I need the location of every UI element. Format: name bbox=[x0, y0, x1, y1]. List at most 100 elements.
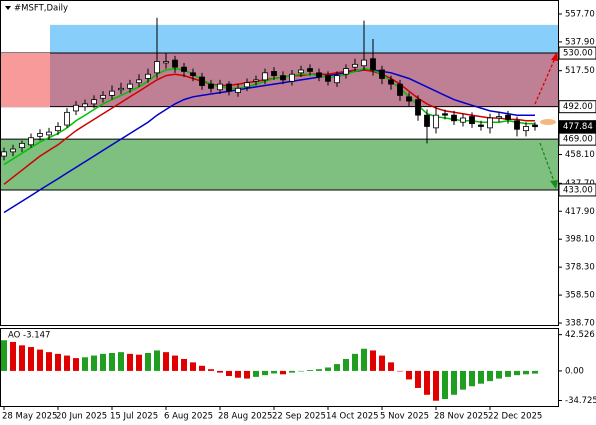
candle-body bbox=[487, 117, 493, 129]
indicator-bar bbox=[10, 341, 16, 371]
down-arrow-head bbox=[550, 180, 558, 189]
candle-body bbox=[532, 124, 538, 128]
candle-body bbox=[10, 148, 16, 153]
indicator-bar bbox=[163, 352, 169, 371]
indicator-bar bbox=[199, 365, 205, 371]
indicator-bar bbox=[190, 362, 196, 371]
indicator-bar bbox=[280, 370, 286, 375]
candle-body bbox=[91, 99, 97, 105]
candle-body bbox=[451, 114, 457, 122]
candle-body bbox=[523, 126, 529, 132]
candle-body bbox=[235, 87, 241, 93]
candle-body bbox=[307, 68, 313, 72]
y-tick-label: 378.30 bbox=[565, 263, 595, 273]
level-label: 433.00 bbox=[563, 185, 593, 195]
x-tick-label: 15 Jul 2025 bbox=[110, 412, 158, 422]
indicator-bar bbox=[505, 370, 511, 377]
plot bbox=[1, 17, 538, 214]
chart-title: #MSFT,Daily bbox=[14, 4, 68, 14]
candle-body bbox=[172, 59, 178, 68]
level-label: 492.00 bbox=[563, 102, 593, 112]
indicator-bar bbox=[433, 370, 439, 401]
indicator-bar bbox=[442, 370, 448, 400]
candle-body bbox=[406, 96, 412, 102]
x-tick-label: 22 Sep 2025 bbox=[272, 412, 326, 422]
level-label-box bbox=[558, 120, 596, 134]
candle-body bbox=[154, 61, 160, 74]
level-label: 477.84 bbox=[563, 122, 593, 132]
up-arrow-head bbox=[551, 52, 558, 61]
candle-body bbox=[379, 69, 385, 79]
y-tick-label: 338.70 bbox=[565, 319, 595, 329]
candle-body bbox=[325, 75, 331, 82]
indicator-bar bbox=[1, 340, 7, 371]
candle-body bbox=[496, 116, 502, 119]
candle-body bbox=[1, 151, 7, 157]
indicator-bar bbox=[91, 355, 97, 371]
y-tick-label: 557.70 bbox=[565, 9, 595, 19]
candle-body bbox=[73, 104, 79, 112]
candle-body bbox=[199, 76, 205, 86]
indicator-bar bbox=[127, 353, 133, 371]
candle-body bbox=[271, 71, 277, 77]
candle-body bbox=[55, 126, 61, 132]
indicator-bar bbox=[244, 370, 250, 379]
level-label-box bbox=[558, 46, 596, 60]
indicator-bar bbox=[415, 370, 421, 388]
candle-body bbox=[244, 82, 250, 88]
y-tick-label: 537.90 bbox=[565, 37, 595, 47]
candle-body bbox=[208, 83, 214, 89]
moving-average bbox=[3, 67, 535, 166]
zone-left-part bbox=[0, 53, 50, 107]
indicator-bar bbox=[514, 370, 520, 376]
candle-body bbox=[289, 73, 295, 82]
forecast-blob bbox=[540, 119, 556, 125]
candle-body bbox=[397, 83, 403, 96]
indicator-y-tick-label: 42.526 bbox=[565, 330, 595, 340]
indicator-bar bbox=[298, 370, 304, 372]
candle-body bbox=[181, 66, 187, 72]
indicator-bar bbox=[73, 358, 79, 371]
candle-body bbox=[433, 114, 439, 129]
indicator-bar bbox=[100, 353, 106, 371]
level-label-box bbox=[558, 100, 596, 114]
indicator-bar bbox=[55, 353, 61, 371]
candle-body bbox=[370, 58, 376, 71]
candle-body bbox=[415, 99, 421, 116]
candle-body bbox=[82, 103, 88, 108]
indicator-bar bbox=[271, 370, 277, 374]
indicator-bar bbox=[253, 370, 259, 377]
indicator-bar bbox=[64, 355, 70, 371]
indicator-bar bbox=[109, 353, 115, 371]
menu-icon[interactable] bbox=[5, 6, 11, 10]
indicator-bar bbox=[46, 352, 52, 371]
candle-body bbox=[100, 94, 106, 99]
indicator-bar bbox=[235, 370, 241, 378]
indicator-bar bbox=[451, 370, 457, 395]
level-label-box bbox=[558, 183, 596, 197]
candle-body bbox=[118, 87, 124, 91]
y-tick-label: 398.10 bbox=[565, 235, 595, 245]
indicator-bar bbox=[289, 370, 295, 373]
indicator-bar bbox=[478, 370, 484, 384]
x-tick-label: 28 May 2025 bbox=[2, 412, 57, 422]
zone bbox=[0, 139, 558, 190]
indicator-y-tick-label: -34.725 bbox=[565, 396, 596, 406]
indicator-bar bbox=[217, 370, 223, 373]
candle-body bbox=[514, 120, 520, 130]
indicator-bar bbox=[343, 358, 349, 371]
candle-body bbox=[127, 83, 133, 89]
y-tick-label: 358.50 bbox=[565, 291, 595, 301]
candle-body bbox=[334, 75, 340, 84]
indicator-bar bbox=[172, 355, 178, 371]
indicator-bar bbox=[208, 369, 214, 371]
x-tick-label: 5 Nov 2025 bbox=[380, 412, 429, 422]
candle-body bbox=[217, 83, 223, 91]
candle-body bbox=[343, 68, 349, 75]
indicator-bar bbox=[118, 352, 124, 371]
moving-average bbox=[3, 69, 535, 214]
indicator-bar bbox=[226, 370, 232, 377]
indicator-bar bbox=[136, 354, 142, 371]
